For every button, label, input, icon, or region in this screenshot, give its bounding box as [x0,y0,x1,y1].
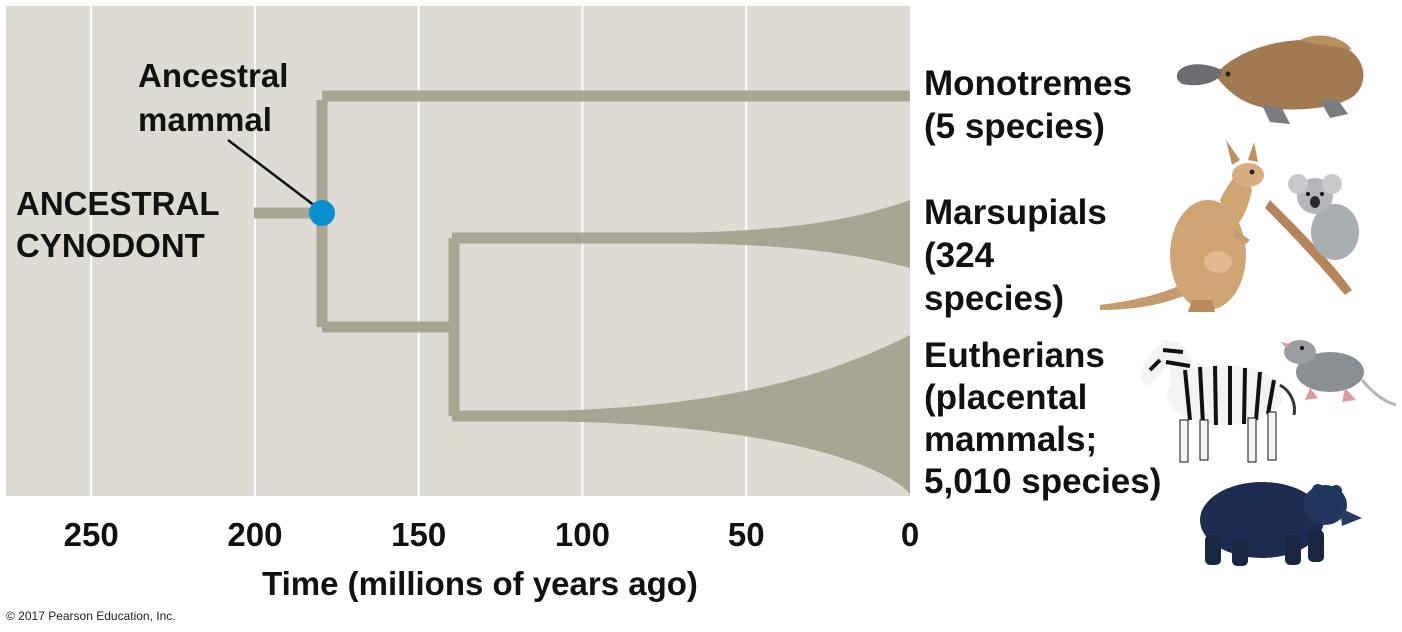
group-label-marsupials: Marsupials (324 species) [924,193,1117,318]
bear-illustration [1200,482,1362,566]
time-tick-label: 0 [901,516,919,553]
ancestral-mammal-node [309,200,335,226]
group-label-monotremes: Monotremes (5 species) [924,64,1142,146]
node-label-line: mammal [138,101,272,138]
node-label: Ancestral mammal [138,57,298,138]
zebra-illustration [1140,340,1296,463]
time-tick-label: 100 [555,516,610,553]
kangaroo-illustration [1100,140,1264,312]
time-tick-label: 50 [728,516,765,553]
group-label-line: mammals; [924,420,1097,459]
root-label-line: ANCESTRAL [16,185,219,222]
koala-illustration [1265,174,1359,295]
time-axis-ticks: 250 200 150 100 50 0 [64,516,920,553]
time-tick-label: 250 [64,516,119,553]
group-label-line: (5 species) [924,107,1105,146]
eutherian-diversification-wedge [560,335,910,494]
time-gridlines [90,6,748,496]
group-label-line: Eutherians [924,336,1105,375]
group-label-line: Marsupials [924,193,1107,232]
group-label-line: 5,010 species) [924,462,1161,501]
node-label-leader-line [227,139,316,207]
marsupial-diversification-wedge [690,200,910,268]
group-label-line: (324 [924,236,995,275]
group-label-eutherians: Eutherians (placental mammals; 5,010 spe… [924,336,1161,501]
time-axis-title: Time (millions of years ago) [262,565,698,602]
copyright-notice: © 2017 Pearson Education, Inc. [6,609,176,623]
time-tick-label: 150 [391,516,446,553]
root-label: ANCESTRAL CYNODONT [16,185,228,264]
shrew-illustration [1280,340,1397,407]
group-label-line: (placental [924,378,1087,417]
platypus-illustration [1176,35,1364,124]
group-label-line: Monotremes [924,64,1132,103]
time-tick-label: 200 [227,516,282,553]
group-label-line: species) [924,279,1064,318]
node-label-line: Ancestral [138,57,288,94]
root-label-line: CYNODONT [16,227,205,264]
phylogenetic-tree [254,90,910,422]
